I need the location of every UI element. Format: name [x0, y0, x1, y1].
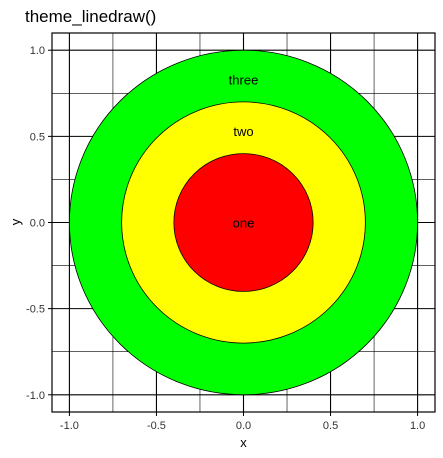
plot-panel: three two one -1.0 -0.5 0.0 0.5 1.0 -1.0 -0.5 0.0 0… — [26, 32, 436, 432]
y-axis-title: y — [8, 218, 23, 225]
y-tick-label: 1.0 — [30, 45, 45, 57]
y-tick-label: 0.0 — [30, 218, 45, 230]
chart-title: theme_linedraw() — [25, 7, 156, 26]
y-tick-label: -0.5 — [26, 304, 45, 316]
y-tick-label: 0.5 — [30, 131, 45, 143]
x-tick-label: 0.0 — [236, 420, 251, 432]
x-tick-label: 0.5 — [323, 420, 338, 432]
x-tick-label: 1.0 — [410, 420, 425, 432]
x-tick-label: -0.5 — [147, 420, 166, 432]
y-tick-label: -1.0 — [26, 390, 45, 402]
circle-one — [173, 153, 314, 292]
x-axis-title: x — [240, 435, 247, 450]
label-two: two — [233, 124, 253, 139]
label-three: three — [229, 73, 259, 88]
x-tick-label: -1.0 — [60, 420, 79, 432]
label-one: one — [233, 216, 255, 231]
